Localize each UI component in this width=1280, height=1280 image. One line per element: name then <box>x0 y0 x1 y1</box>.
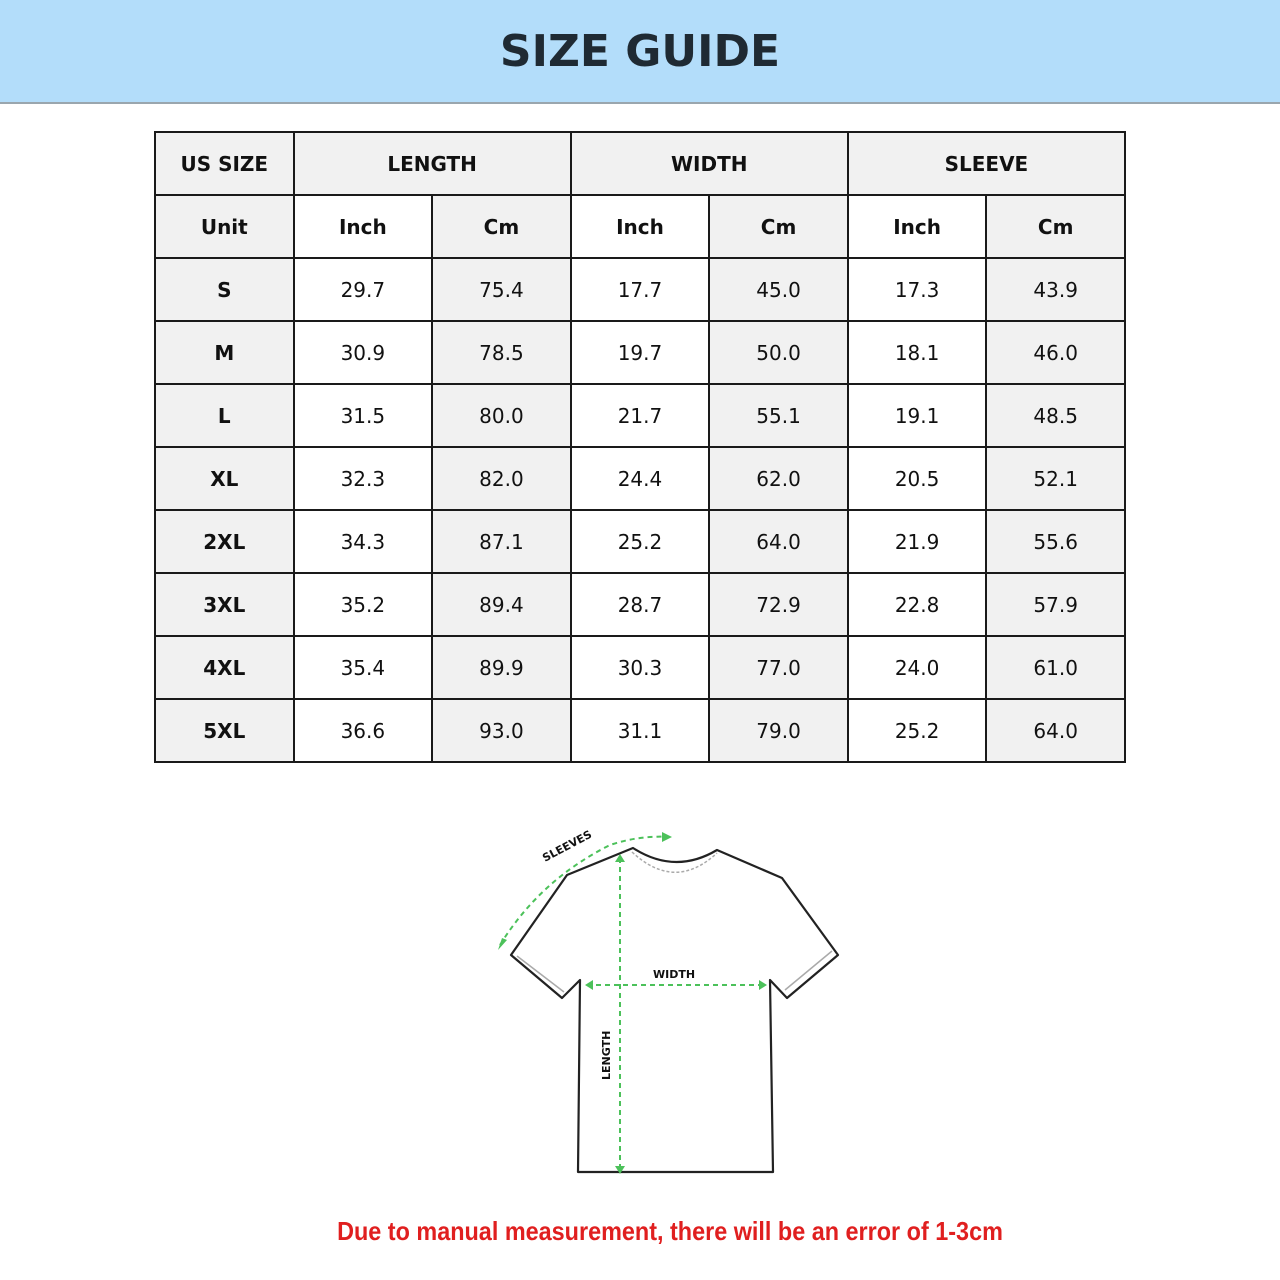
table-row: S 29.7 75.4 17.7 45.0 17.3 43.9 <box>154 257 1126 322</box>
table-cell: 45.0 <box>708 257 849 322</box>
table-row: 4XL 35.4 89.9 30.3 77.0 24.0 61.0 <box>154 635 1126 700</box>
table-cell: 30.9 <box>292 320 434 385</box>
size-cell: S <box>154 257 295 322</box>
table-cell: 79.0 <box>708 698 849 763</box>
group-header-row: US SIZE LENGTH WIDTH SLEEVE <box>154 131 1127 196</box>
header-sleeve: SLEEVE <box>846 131 1127 196</box>
table-cell: 22.8 <box>846 572 988 637</box>
arrow-heads <box>498 832 767 1174</box>
table-cell: 64.0 <box>708 509 849 574</box>
table-row: L 31.5 80.0 21.7 55.1 19.1 48.5 <box>154 383 1126 448</box>
table-cell: Inch <box>569 194 711 259</box>
table-cell: Inch <box>292 194 434 259</box>
table-cell: 43.9 <box>985 257 1126 322</box>
table-cell: 25.2 <box>846 698 988 763</box>
table-cell: 75.4 <box>431 257 572 322</box>
tshirt-diagram: SLEEVES WIDTH LENGTH <box>498 828 840 1174</box>
table-cell: 89.4 <box>431 572 572 637</box>
table-cell: 35.2 <box>292 572 434 637</box>
page-title: SIZE GUIDE <box>499 25 781 77</box>
table-cell: 80.0 <box>431 383 572 448</box>
table-row: 3XL 35.2 89.4 28.7 72.9 22.8 57.9 <box>154 572 1126 637</box>
table-cell: 55.1 <box>708 383 849 448</box>
header-length: LENGTH <box>292 131 572 196</box>
unit-label-cell: Unit <box>154 194 295 259</box>
table-cell: 64.0 <box>985 698 1126 763</box>
table-cell: 31.5 <box>292 383 434 448</box>
table-cell: 62.0 <box>708 446 849 511</box>
table-cell: Cm <box>985 194 1126 259</box>
table-row: 5XL 36.6 93.0 31.1 79.0 25.2 64.0 <box>154 698 1126 763</box>
table-cell: 20.5 <box>846 446 988 511</box>
table-cell: 32.3 <box>292 446 434 511</box>
title-banner: SIZE GUIDE <box>0 0 1280 104</box>
table-row: M 30.9 78.5 19.7 50.0 18.1 46.0 <box>154 320 1126 385</box>
table-cell: 82.0 <box>431 446 572 511</box>
left-cuff <box>516 955 565 993</box>
table-cell: 36.6 <box>292 698 434 763</box>
measure-arrows <box>499 835 765 1170</box>
table-cell: 30.3 <box>569 635 711 700</box>
table-cell: 24.0 <box>846 635 988 700</box>
header-width: WIDTH <box>569 131 849 196</box>
table-cell: 28.7 <box>569 572 711 637</box>
table-cell: 19.1 <box>846 383 988 448</box>
table-cell: 52.1 <box>985 446 1126 511</box>
table-cell: Cm <box>431 194 572 259</box>
table-cell: 93.0 <box>431 698 572 763</box>
header-us-size: US SIZE <box>154 131 295 196</box>
table-cell: 21.7 <box>569 383 711 448</box>
table-cell: 35.4 <box>292 635 434 700</box>
table-cell: 48.5 <box>985 383 1126 448</box>
collar-stitch <box>631 851 718 873</box>
table-cell: 87.1 <box>431 509 572 574</box>
table-cell: 46.0 <box>985 320 1126 385</box>
table-cell: 57.9 <box>985 572 1126 637</box>
right-cuff <box>784 950 833 991</box>
table-cell: 21.9 <box>846 509 988 574</box>
size-table: US SIZE LENGTH WIDTH SLEEVE Unit Inch Cm In… <box>154 131 1127 763</box>
table-cell: 34.3 <box>292 509 434 574</box>
table-cell: 55.6 <box>985 509 1126 574</box>
table-cell: 25.2 <box>569 509 711 574</box>
measurement-note: Due to manual measurement, there will be… <box>337 1216 1003 1246</box>
table-cell: 17.3 <box>846 257 988 322</box>
length-label: LENGTH <box>600 1031 613 1080</box>
table-cell: 29.7 <box>292 257 434 322</box>
table-cell: 61.0 <box>985 635 1126 700</box>
table-cell: 17.7 <box>569 257 711 322</box>
table-cell: 31.1 <box>569 698 711 763</box>
size-cell: M <box>154 320 295 385</box>
table-cell: 89.9 <box>431 635 572 700</box>
size-cell: 2XL <box>154 509 295 574</box>
table-row: XL 32.3 82.0 24.4 62.0 20.5 52.1 <box>154 446 1126 511</box>
size-cell: 4XL <box>154 635 295 700</box>
table-cell: 50.0 <box>708 320 849 385</box>
unit-row: Unit Inch Cm Inch Cm Inch Cm <box>154 194 1126 259</box>
sleeve-arrow <box>499 835 671 946</box>
width-label: WIDTH <box>653 968 695 981</box>
table-cell: 24.4 <box>569 446 711 511</box>
size-cell: 3XL <box>154 572 295 637</box>
sleeves-label: SLEEVES <box>540 828 594 865</box>
size-cell: XL <box>154 446 295 511</box>
table-cell: Cm <box>708 194 849 259</box>
table-cell: 18.1 <box>846 320 988 385</box>
size-cell: 5XL <box>154 698 295 763</box>
table-cell: 78.5 <box>431 320 572 385</box>
table-cell: Inch <box>846 194 988 259</box>
table-row: 2XL 34.3 87.1 25.2 64.0 21.9 55.6 <box>154 509 1126 574</box>
size-cell: L <box>154 383 295 448</box>
table-cell: 19.7 <box>569 320 711 385</box>
table-cell: 77.0 <box>708 635 849 700</box>
tshirt-outline <box>509 846 840 1174</box>
table-cell: 72.9 <box>708 572 849 637</box>
